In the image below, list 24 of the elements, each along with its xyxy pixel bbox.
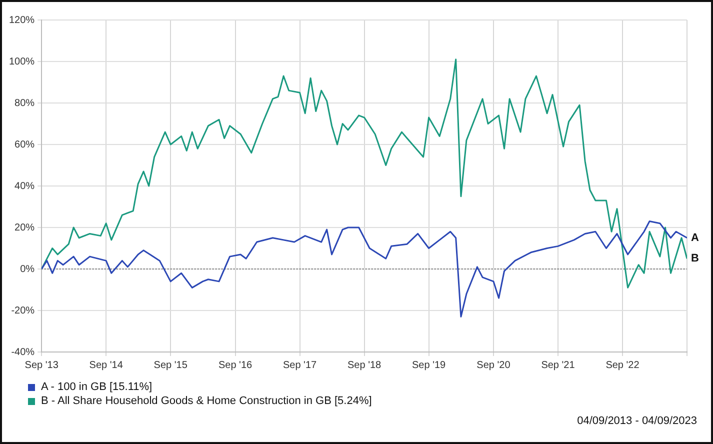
x-tick-label: Sep '21 [541,360,576,371]
x-tick-label: Sep '17 [282,360,318,371]
x-tick-label: Sep '13 [24,360,59,371]
legend-label: A - 100 in GB [15.11%] [41,381,152,393]
x-tick-label: Sep '15 [154,360,188,371]
x-tick-label: Sep '14 [89,360,124,371]
x-tick-label: Sep '18 [347,360,382,371]
y-tick-label: 60% [14,139,35,150]
y-tick-label: -40% [11,346,35,358]
x-tick-label: Sep '20 [476,360,511,371]
y-tick-label: 80% [14,98,35,109]
text: 04/09/2013 - 04/09/2023 [577,415,697,427]
annotation: A [691,232,699,244]
x-tick-label: Sep '16 [218,360,253,371]
y-tick-label: -20% [11,305,35,316]
annotation: B [691,252,699,265]
legend-label: B - All Share Household Goods & Home Construction in GB [5.24%] [41,395,372,407]
x-tick-label: Sep '22 [606,360,640,371]
y-tick-label: 20% [14,222,35,234]
y-tick-label: 0% [20,264,35,275]
x-tick-label: Sep '19 [412,360,446,371]
y-tick-label: 100% [9,56,35,68]
y-tick-label: 120% [9,14,35,26]
y-tick-label: 40% [14,180,35,192]
